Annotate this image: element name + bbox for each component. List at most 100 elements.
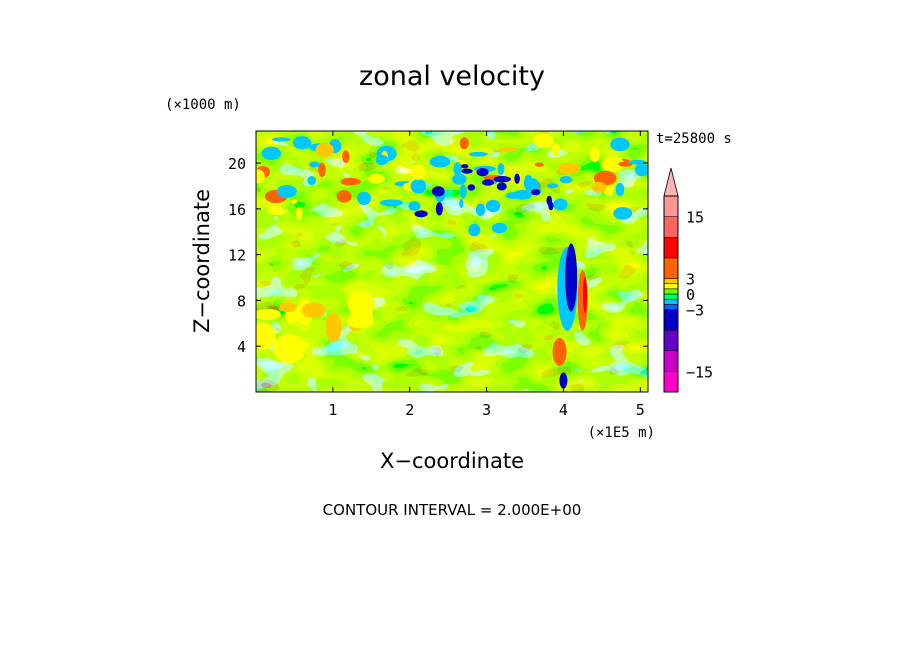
upper-layer-cell bbox=[290, 199, 298, 204]
colorbar-level-0 bbox=[663, 371, 679, 393]
upper-negative-cell bbox=[459, 198, 464, 209]
upper-layer-cell bbox=[589, 147, 600, 163]
upper-layer-cell bbox=[318, 162, 326, 178]
y-tick-label: 8 bbox=[237, 292, 246, 310]
upper-negative-cell bbox=[461, 168, 473, 174]
upper-layer-cell bbox=[618, 161, 633, 167]
lower-positive-cell bbox=[256, 308, 282, 321]
upper-negative-cell bbox=[475, 203, 486, 217]
y-axis: 4 8 12 16 20 bbox=[228, 155, 648, 356]
colorbar-level-7 bbox=[663, 288, 679, 295]
y-tick-label: 12 bbox=[228, 247, 246, 265]
chart-title: zonal velocity bbox=[359, 61, 545, 92]
upper-layer-cell bbox=[266, 208, 288, 215]
x-axis: 1 2 3 4 5 bbox=[328, 131, 645, 419]
upper-layer-cell bbox=[256, 169, 265, 184]
colorbar-level-2 bbox=[663, 329, 679, 351]
colorbar-overflow-arrow bbox=[663, 167, 679, 197]
upper-layer-cell bbox=[336, 190, 352, 203]
upper-layer-cell bbox=[261, 146, 282, 161]
upper-layer-cell bbox=[601, 156, 625, 172]
contour-interval-label: CONTOUR INTERVAL = 2.000E+00 bbox=[323, 501, 582, 519]
upper-negative-cell bbox=[548, 201, 554, 211]
upper-layer-cell bbox=[485, 199, 501, 213]
upper-layer-cell bbox=[459, 184, 467, 199]
y-axis-label: Z−coordinate bbox=[190, 189, 214, 333]
upper-negative-cell bbox=[476, 167, 489, 177]
jet-positive-peak bbox=[582, 276, 587, 313]
upper-negative-cell bbox=[546, 183, 559, 189]
upper-layer-cell bbox=[533, 133, 554, 149]
upper-layer-cell bbox=[553, 198, 568, 211]
jet-lower-flank bbox=[552, 337, 567, 366]
colorbar-level-11 bbox=[663, 237, 679, 259]
lower-positive-cell bbox=[347, 290, 375, 318]
jet-core-inner bbox=[565, 243, 578, 312]
velocity-field bbox=[256, 131, 648, 392]
upper-negative-cell bbox=[414, 210, 428, 218]
lower-positive-cell bbox=[301, 302, 326, 319]
upper-layer-cell bbox=[557, 162, 581, 174]
jet-base bbox=[559, 372, 568, 389]
x-tick-label: 1 bbox=[328, 401, 337, 419]
colorbar-level-3 bbox=[663, 309, 679, 331]
x-tick-label: 5 bbox=[636, 401, 645, 419]
colorbar-label: 0 bbox=[686, 286, 695, 304]
upper-layer-cell bbox=[292, 136, 312, 150]
upper-layer-cell bbox=[357, 191, 372, 206]
field-features bbox=[256, 133, 648, 389]
colorbar-level-8 bbox=[663, 283, 679, 290]
colorbar-level-6 bbox=[663, 293, 679, 300]
x-scale-label: (×1E5 m) bbox=[588, 425, 655, 441]
x-tick-label: 4 bbox=[559, 401, 568, 419]
upper-layer-cell bbox=[307, 175, 317, 186]
upper-negative-cell bbox=[514, 173, 520, 184]
upper-layer-cell bbox=[375, 154, 389, 166]
upper-layer-cell bbox=[468, 151, 488, 157]
upper-negative-cell bbox=[531, 189, 541, 196]
upper-layer-cell bbox=[610, 137, 630, 152]
colorbar-level-4 bbox=[663, 304, 679, 310]
upper-negative-cell bbox=[493, 176, 511, 183]
upper-layer-cell bbox=[634, 163, 648, 177]
colorbar-label: 3 bbox=[686, 271, 695, 289]
y-tick-label: 4 bbox=[237, 338, 246, 356]
upper-negative-cell bbox=[468, 223, 481, 237]
upper-layer-cell bbox=[459, 137, 469, 150]
upper-negative-cell bbox=[496, 182, 507, 191]
upper-layer-cell bbox=[559, 175, 573, 184]
upper-layer-cell bbox=[498, 147, 518, 152]
upper-layer-cell bbox=[315, 142, 334, 158]
upper-negative-cell bbox=[482, 179, 495, 186]
upper-layer-cell bbox=[276, 184, 297, 198]
x-tick-label: 2 bbox=[405, 401, 414, 419]
upper-negative-cell bbox=[525, 178, 540, 192]
upper-layer-cell bbox=[497, 163, 505, 175]
upper-layer-cell bbox=[615, 182, 625, 197]
colorbar-label: −15 bbox=[686, 363, 713, 381]
plot-frame bbox=[255, 130, 649, 393]
plot-area bbox=[255, 130, 649, 393]
upper-layer-cell bbox=[342, 150, 350, 164]
upper-layer-cell bbox=[296, 206, 303, 221]
upper-negative-cell bbox=[505, 192, 520, 199]
upper-layer-cell bbox=[628, 159, 647, 165]
upper-layer-cell bbox=[367, 173, 385, 184]
y-tick-label: 20 bbox=[228, 155, 246, 173]
upper-layer-cell bbox=[308, 161, 320, 168]
x-tick-label: 3 bbox=[482, 401, 491, 419]
upper-negative-cell bbox=[435, 202, 443, 216]
lower-positive-cell bbox=[279, 301, 297, 313]
upper-layer-cell bbox=[429, 155, 451, 168]
lower-positive-cell bbox=[256, 321, 271, 350]
upper-negative-cell bbox=[460, 164, 469, 169]
colorbar-level-12 bbox=[663, 216, 679, 238]
upper-layer-cell bbox=[410, 179, 427, 194]
colorbar-label: −3 bbox=[686, 301, 704, 319]
upper-layer-cell bbox=[551, 143, 560, 156]
upper-negative-cell bbox=[467, 184, 476, 191]
time-label: t=25800 s bbox=[656, 131, 732, 147]
lower-positive-cell bbox=[288, 343, 306, 355]
upper-layer-cell bbox=[591, 181, 607, 193]
upper-layer-cell bbox=[340, 177, 361, 186]
